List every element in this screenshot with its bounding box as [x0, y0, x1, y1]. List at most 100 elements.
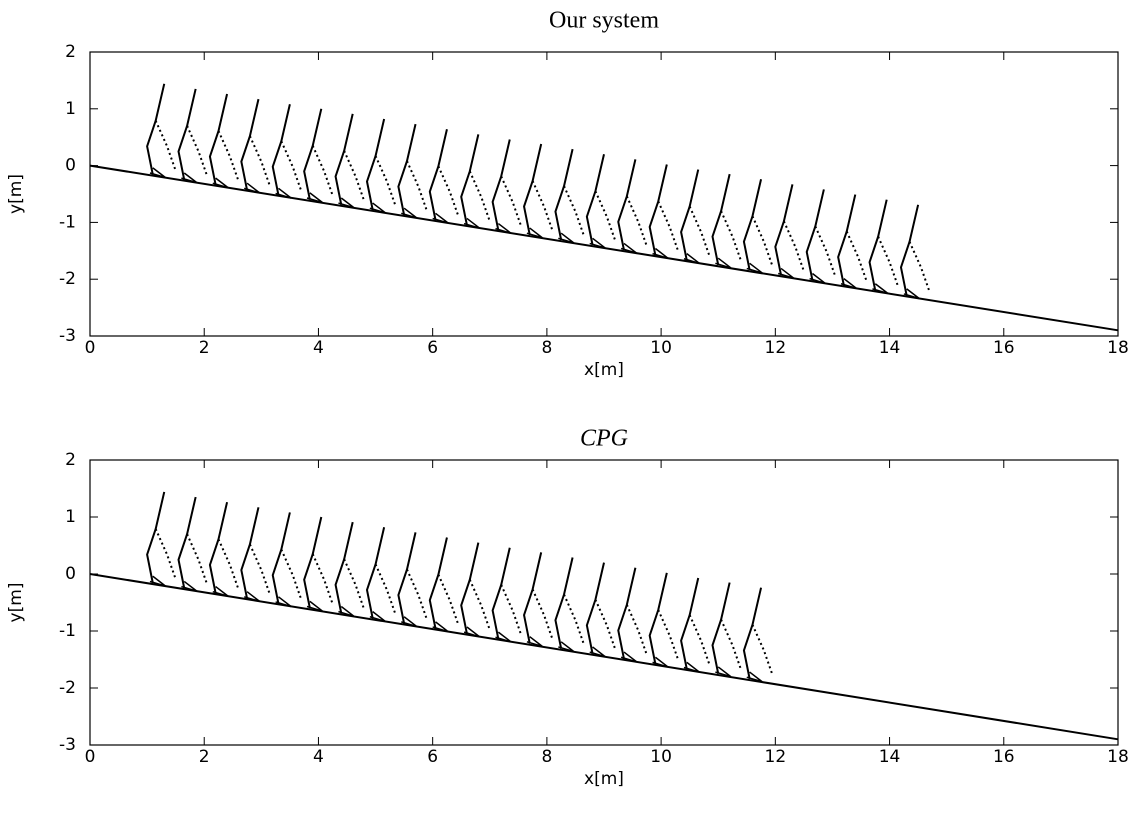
swing-leg — [217, 130, 240, 182]
walker — [146, 491, 177, 587]
foot — [212, 177, 229, 189]
swing-leg — [343, 150, 366, 202]
swing-leg — [625, 195, 648, 247]
foot — [463, 626, 480, 638]
stance-leg — [523, 143, 543, 236]
foot — [243, 182, 261, 194]
x-tick-label: 6 — [427, 747, 438, 767]
x-tick-label: 8 — [541, 338, 552, 358]
walker — [868, 199, 900, 295]
swing-leg — [563, 594, 585, 646]
walker — [240, 507, 271, 603]
stance-leg — [365, 527, 386, 619]
swing-leg — [311, 553, 334, 605]
stance-leg — [460, 134, 480, 226]
walker — [428, 537, 460, 633]
stance-leg — [774, 184, 794, 276]
foot — [872, 283, 889, 295]
x-tick-label: 16 — [993, 338, 1015, 358]
swing-leg — [437, 165, 460, 217]
foot — [275, 596, 292, 608]
foot — [243, 591, 261, 603]
walker — [523, 143, 554, 239]
walker — [742, 179, 774, 274]
foot — [683, 253, 700, 265]
swing-leg — [782, 220, 805, 272]
stance-leg — [648, 164, 668, 256]
stance-leg — [303, 516, 323, 609]
foot — [306, 192, 323, 204]
swing-leg — [720, 210, 743, 262]
swing-leg — [280, 140, 303, 192]
walker — [460, 134, 491, 229]
stance-leg — [711, 582, 731, 674]
swing-leg — [248, 543, 271, 595]
foot — [620, 242, 638, 254]
stance-leg — [208, 501, 229, 594]
swing-leg — [500, 584, 523, 636]
swing-leg — [563, 185, 585, 237]
walker — [177, 88, 209, 184]
swing-leg — [280, 549, 303, 600]
stance-leg — [554, 148, 574, 241]
foot — [338, 605, 355, 617]
walker — [617, 159, 648, 254]
swing-leg — [406, 160, 428, 212]
swing-leg — [845, 231, 868, 282]
foot — [275, 187, 292, 199]
x-tick-label: 4 — [313, 747, 324, 767]
walker — [585, 154, 617, 249]
swing-leg — [437, 574, 460, 626]
foot — [589, 237, 606, 249]
foot — [809, 272, 826, 284]
walker — [460, 542, 491, 638]
swing-leg — [720, 619, 743, 671]
stance-leg — [240, 98, 260, 191]
x-tick-label: 16 — [993, 747, 1015, 767]
foot — [369, 202, 386, 214]
foot — [746, 262, 763, 274]
stance-leg — [711, 173, 731, 266]
y-tick-label: -3 — [59, 735, 76, 755]
foot — [149, 575, 166, 587]
swing-leg — [657, 609, 680, 661]
swing-leg — [751, 624, 774, 676]
stance-leg — [491, 547, 511, 640]
foot — [715, 666, 732, 678]
swing-leg — [594, 190, 617, 242]
walker — [648, 572, 680, 668]
x-tick-label: 8 — [541, 747, 552, 767]
foot — [652, 656, 669, 668]
walker — [491, 139, 523, 234]
stance-leg — [585, 562, 605, 654]
stance-leg — [742, 179, 763, 271]
x-tick-label: 18 — [1107, 747, 1129, 767]
swing-leg — [468, 579, 491, 631]
stance-leg — [365, 118, 386, 211]
swing-leg — [374, 155, 397, 207]
foot — [149, 167, 166, 179]
swing-leg — [814, 225, 837, 277]
swing-leg — [186, 125, 209, 177]
stance-leg — [617, 159, 637, 251]
stance-leg — [460, 542, 480, 635]
swing-leg — [154, 120, 177, 172]
foot — [401, 616, 418, 628]
foot — [181, 580, 198, 592]
swing-leg — [374, 563, 397, 615]
stance-leg — [899, 204, 920, 296]
foot — [495, 222, 512, 234]
walker — [397, 123, 428, 219]
walker — [711, 173, 743, 269]
foot — [652, 247, 669, 259]
x-tick-label: 4 — [313, 338, 324, 358]
stance-leg — [397, 123, 417, 216]
walker — [899, 204, 931, 300]
swing-leg — [688, 614, 711, 666]
swing-leg — [908, 241, 931, 293]
y-tick-label: 0 — [65, 564, 76, 584]
swing-leg — [154, 528, 177, 580]
y-tick-label: 1 — [65, 99, 76, 119]
walker — [271, 104, 303, 199]
swing-leg — [594, 599, 617, 651]
